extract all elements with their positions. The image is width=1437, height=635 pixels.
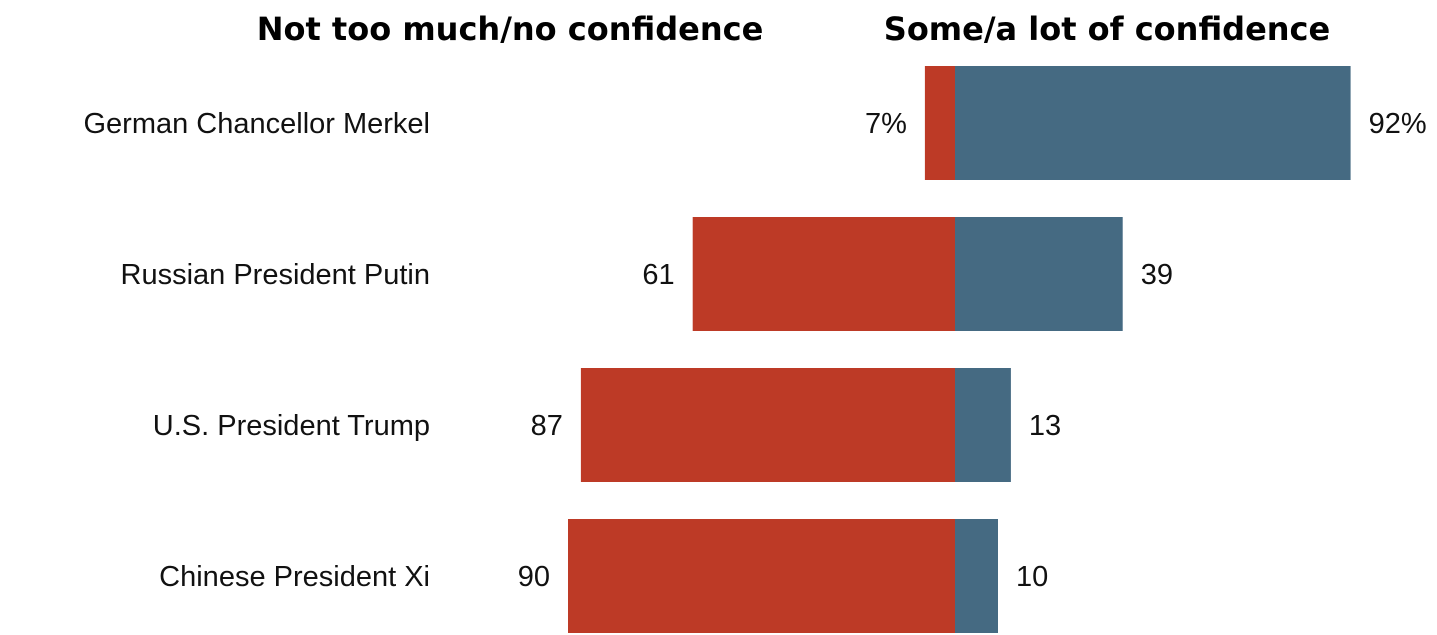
chart-rows: German Chancellor Merkel 7% 92% Russian Pre… — [83, 66, 1427, 633]
category-label: U.S. President Trump — [153, 410, 430, 442]
category-label: Russian President Putin — [121, 259, 431, 291]
bar-confidence — [955, 368, 1011, 482]
category-label: Chinese President Xi — [159, 561, 430, 593]
bar-no-confidence — [692, 217, 955, 331]
value-label-no-confidence: 90 — [518, 561, 550, 593]
category-label: German Chancellor Merkel — [83, 108, 430, 140]
value-label-confidence: 13 — [1029, 410, 1061, 442]
value-label-no-confidence: 7% — [865, 108, 907, 140]
bar-confidence — [955, 217, 1123, 331]
bar-confidence — [955, 519, 998, 633]
value-label-confidence: 39 — [1141, 259, 1173, 291]
bar-no-confidence — [924, 66, 955, 180]
value-label-confidence: 92% — [1369, 108, 1427, 140]
bar-no-confidence — [580, 368, 955, 482]
left-header: Not too much/no confidence — [257, 10, 764, 48]
bar-confidence — [955, 66, 1351, 180]
value-label-confidence: 10 — [1016, 561, 1048, 593]
right-header: Some/a lot of confidence — [884, 10, 1330, 48]
bar-no-confidence — [568, 519, 955, 633]
value-label-no-confidence: 61 — [642, 259, 674, 291]
value-label-no-confidence: 87 — [531, 410, 563, 442]
